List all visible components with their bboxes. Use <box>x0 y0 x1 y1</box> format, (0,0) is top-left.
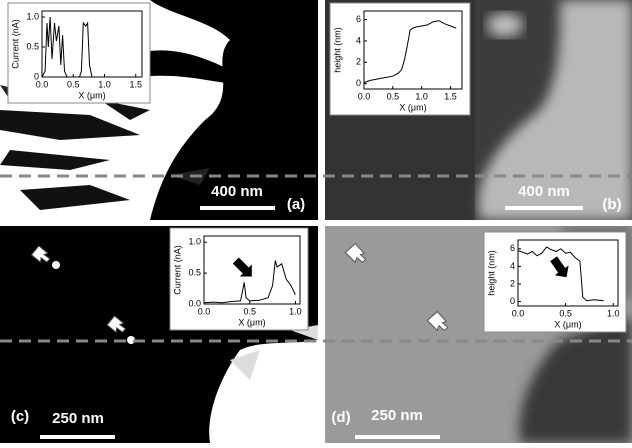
y-tick-label: 2 <box>510 278 515 288</box>
y-axis-label: Current (nA) <box>10 19 20 69</box>
x-tick-label: 0.5 <box>67 79 80 89</box>
y-tick-label: 0 <box>34 71 39 81</box>
scale-label: 400 nm <box>518 183 570 200</box>
x-axis-label: X (μm) <box>78 90 105 100</box>
x-tick-label: 1.5 <box>444 91 457 101</box>
x-tick-label: 1.5 <box>129 79 142 89</box>
x-tick-label: 0.0 <box>512 308 525 318</box>
x-axis-label: X (μm) <box>554 319 581 329</box>
x-tick-label: 1.0 <box>607 308 620 318</box>
inset-box <box>484 232 626 332</box>
scale-label: 250 nm <box>52 410 104 427</box>
y-tick-label: 0.0 <box>188 298 201 308</box>
y-axis-label: height (nm) <box>332 27 342 73</box>
x-tick-label: 1.0 <box>98 79 111 89</box>
y-tick-label: 4 <box>510 261 515 271</box>
scale-label: 400 nm <box>211 183 263 200</box>
y-tick-label: 2 <box>356 57 361 67</box>
scale-label: 250 nm <box>371 407 423 424</box>
x-tick-label: 0.0 <box>358 91 371 101</box>
panel-label: (b) <box>602 196 621 213</box>
x-tick-label: 0.5 <box>243 306 256 316</box>
x-tick-label: 0.5 <box>559 308 572 318</box>
y-tick-label: 6 <box>356 14 361 24</box>
y-tick-label: 1.0 <box>26 11 39 21</box>
x-axis-label: X (μm) <box>238 317 265 327</box>
y-tick-label: 0 <box>510 296 515 306</box>
y-axis-label: height (nm) <box>486 250 496 296</box>
x-tick-label: 1.0 <box>289 306 302 316</box>
y-tick-label: 6 <box>510 243 515 253</box>
y-axis-label: Current (nA) <box>172 245 182 295</box>
panel-label: (d) <box>331 409 350 426</box>
x-tick-label: 1.0 <box>415 91 428 101</box>
y-tick-label: 1.0 <box>188 237 201 247</box>
y-tick-label: 0 <box>356 78 361 88</box>
x-tick-label: 0.5 <box>387 91 400 101</box>
panel-label: (a) <box>287 196 305 213</box>
x-axis-label: X (μm) <box>399 102 426 112</box>
figure: 0.00.51.01.500.51.0X (μm)Current (nA)400… <box>0 0 632 443</box>
y-tick-label: 4 <box>356 35 361 45</box>
y-tick-label: 0.5 <box>188 267 201 277</box>
panel-label: (c) <box>11 408 29 425</box>
y-tick-label: 0.5 <box>26 41 39 51</box>
